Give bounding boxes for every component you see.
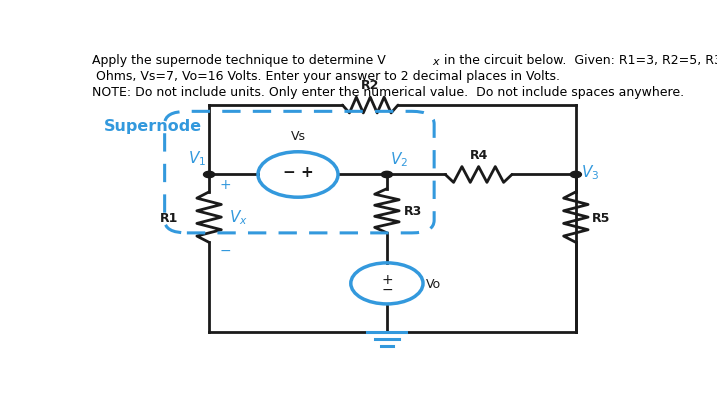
Text: in the circuit below.  Given: R1=3, R2=5, R3=8, R4=10, R5=5: in the circuit below. Given: R1=3, R2=5,… [440, 54, 717, 67]
Text: $\mathit{V}_x$: $\mathit{V}_x$ [229, 208, 247, 227]
Circle shape [204, 172, 214, 178]
Text: R1: R1 [160, 211, 179, 224]
Text: R5: R5 [592, 211, 609, 224]
Text: − +: − + [282, 165, 313, 180]
Text: Apply the supernode technique to determine V: Apply the supernode technique to determi… [92, 54, 386, 67]
Text: +: + [381, 272, 393, 286]
Text: Vs: Vs [290, 130, 305, 143]
Text: R4: R4 [470, 149, 488, 162]
Text: NOTE: Do not include units. Only enter the numerical value.  Do not include spac: NOTE: Do not include units. Only enter t… [92, 85, 685, 98]
Text: R2: R2 [361, 79, 379, 92]
Text: $\mathit{V}_3$: $\mathit{V}_3$ [581, 162, 599, 181]
Text: $\mathit{V}_2$: $\mathit{V}_2$ [390, 149, 408, 168]
Text: +: + [220, 178, 232, 191]
Text: −: − [220, 244, 232, 258]
Text: −: − [381, 282, 393, 297]
Text: Ohms, Vs=7, Vo=16 Volts. Enter your answer to 2 decimal places in Volts.: Ohms, Vs=7, Vo=16 Volts. Enter your answ… [92, 70, 561, 83]
Circle shape [381, 172, 392, 178]
Circle shape [570, 172, 581, 178]
Text: Supernode: Supernode [103, 119, 201, 134]
Text: R3: R3 [404, 205, 422, 218]
Text: $\mathit{V}_1$: $\mathit{V}_1$ [188, 148, 206, 167]
Text: Vo: Vo [426, 277, 441, 290]
Text: x: x [432, 57, 439, 67]
